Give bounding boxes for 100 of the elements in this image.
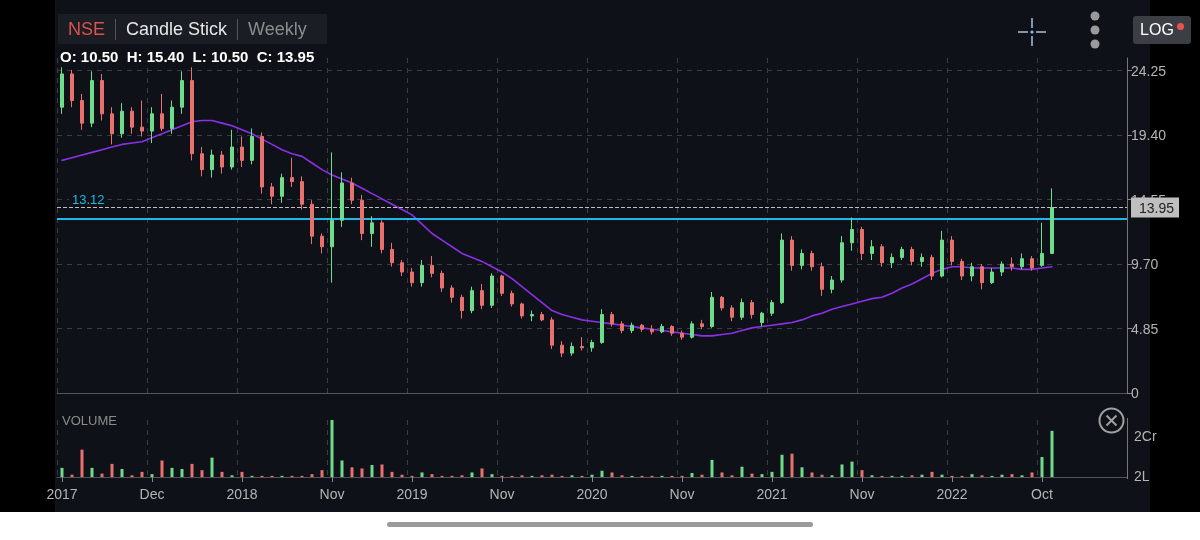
candlestick xyxy=(350,177,354,205)
x-tick-label: 2021 xyxy=(756,486,788,502)
candlestick xyxy=(770,299,774,317)
bar xyxy=(180,469,184,477)
candlestick xyxy=(310,199,314,245)
candlestick xyxy=(110,106,114,145)
candlestick xyxy=(610,311,614,328)
bar xyxy=(330,420,334,477)
candlestick xyxy=(70,69,74,108)
bar xyxy=(420,472,424,477)
bar xyxy=(810,472,814,477)
bar xyxy=(470,472,474,477)
candlestick xyxy=(820,262,824,297)
candlestick xyxy=(130,106,134,135)
bar xyxy=(1040,457,1044,477)
bar xyxy=(80,449,84,477)
candlestick xyxy=(900,246,904,261)
candlestick xyxy=(60,66,64,115)
candlestick xyxy=(560,340,564,358)
candlestick xyxy=(540,311,544,322)
bar xyxy=(350,467,354,477)
x-tick-label: Nov xyxy=(849,486,875,502)
candlestick xyxy=(960,258,964,281)
bar xyxy=(110,463,114,477)
x-tick-label: Nov xyxy=(669,486,695,502)
bar xyxy=(720,472,724,477)
candlestick xyxy=(890,252,894,269)
bar xyxy=(190,463,194,477)
candlestick xyxy=(930,254,934,281)
x-tick-label: 2018 xyxy=(226,486,258,502)
candlestick xyxy=(860,226,864,261)
bar xyxy=(860,470,864,477)
candlestick xyxy=(730,304,734,322)
candlestick xyxy=(1020,252,1024,270)
candlestick xyxy=(100,73,104,121)
candlestick xyxy=(470,286,474,314)
bar xyxy=(360,468,364,477)
candlestick xyxy=(690,320,694,339)
bar xyxy=(210,457,214,477)
x-tick-label: Dec xyxy=(139,486,165,502)
candlestick xyxy=(1050,187,1054,254)
candlestick xyxy=(260,131,264,195)
candlestick xyxy=(200,146,204,177)
candlestick xyxy=(380,219,384,254)
bar xyxy=(240,471,244,477)
candlestick xyxy=(500,274,504,297)
candlestick xyxy=(140,100,144,137)
bar xyxy=(750,473,754,477)
candlestick xyxy=(530,310,534,322)
candlestick xyxy=(680,330,684,341)
candlestick xyxy=(340,171,344,228)
candlestick xyxy=(740,298,744,321)
candlestick xyxy=(360,194,364,241)
bar xyxy=(1050,430,1054,477)
candlestick xyxy=(520,302,524,320)
candlestick xyxy=(710,291,714,329)
bar xyxy=(340,460,344,477)
candlestick xyxy=(810,250,814,272)
candlestick xyxy=(1040,222,1044,268)
bar xyxy=(120,469,124,477)
candlestick xyxy=(620,320,624,334)
candlestick xyxy=(670,324,674,337)
candlestick xyxy=(750,299,754,320)
candlestick xyxy=(250,127,254,165)
candlestick xyxy=(180,70,184,115)
candlestick xyxy=(290,157,294,188)
candlestick xyxy=(450,284,454,304)
bar xyxy=(610,472,614,477)
candlestick xyxy=(230,129,234,171)
candlestick xyxy=(940,230,944,278)
text: 2L xyxy=(1134,468,1150,484)
bar xyxy=(850,461,854,477)
candlestick xyxy=(980,263,984,290)
candlestick xyxy=(80,93,84,131)
candlestick xyxy=(90,70,94,128)
candlestick xyxy=(640,323,644,333)
candlestick xyxy=(270,182,274,205)
candlestick xyxy=(440,270,444,293)
bar xyxy=(930,471,934,477)
candlestick xyxy=(780,232,784,305)
bar xyxy=(310,474,314,477)
bar xyxy=(790,453,794,477)
candlestick xyxy=(580,336,584,351)
bar xyxy=(770,471,774,477)
candlestick xyxy=(1010,256,1014,272)
x-tick-label: 2020 xyxy=(576,486,608,502)
bar xyxy=(200,470,204,477)
candlestick xyxy=(410,267,414,288)
bar xyxy=(800,467,804,477)
candlestick xyxy=(760,311,764,328)
candlestick xyxy=(320,232,324,254)
bar xyxy=(380,464,384,477)
text: NSE xyxy=(68,18,106,40)
candlestick xyxy=(480,283,484,310)
candlestick xyxy=(650,324,654,336)
candlestick xyxy=(1000,260,1004,277)
bar xyxy=(760,474,764,477)
candlestick xyxy=(160,93,164,132)
candlestick xyxy=(970,262,974,282)
candlestick xyxy=(570,341,574,357)
